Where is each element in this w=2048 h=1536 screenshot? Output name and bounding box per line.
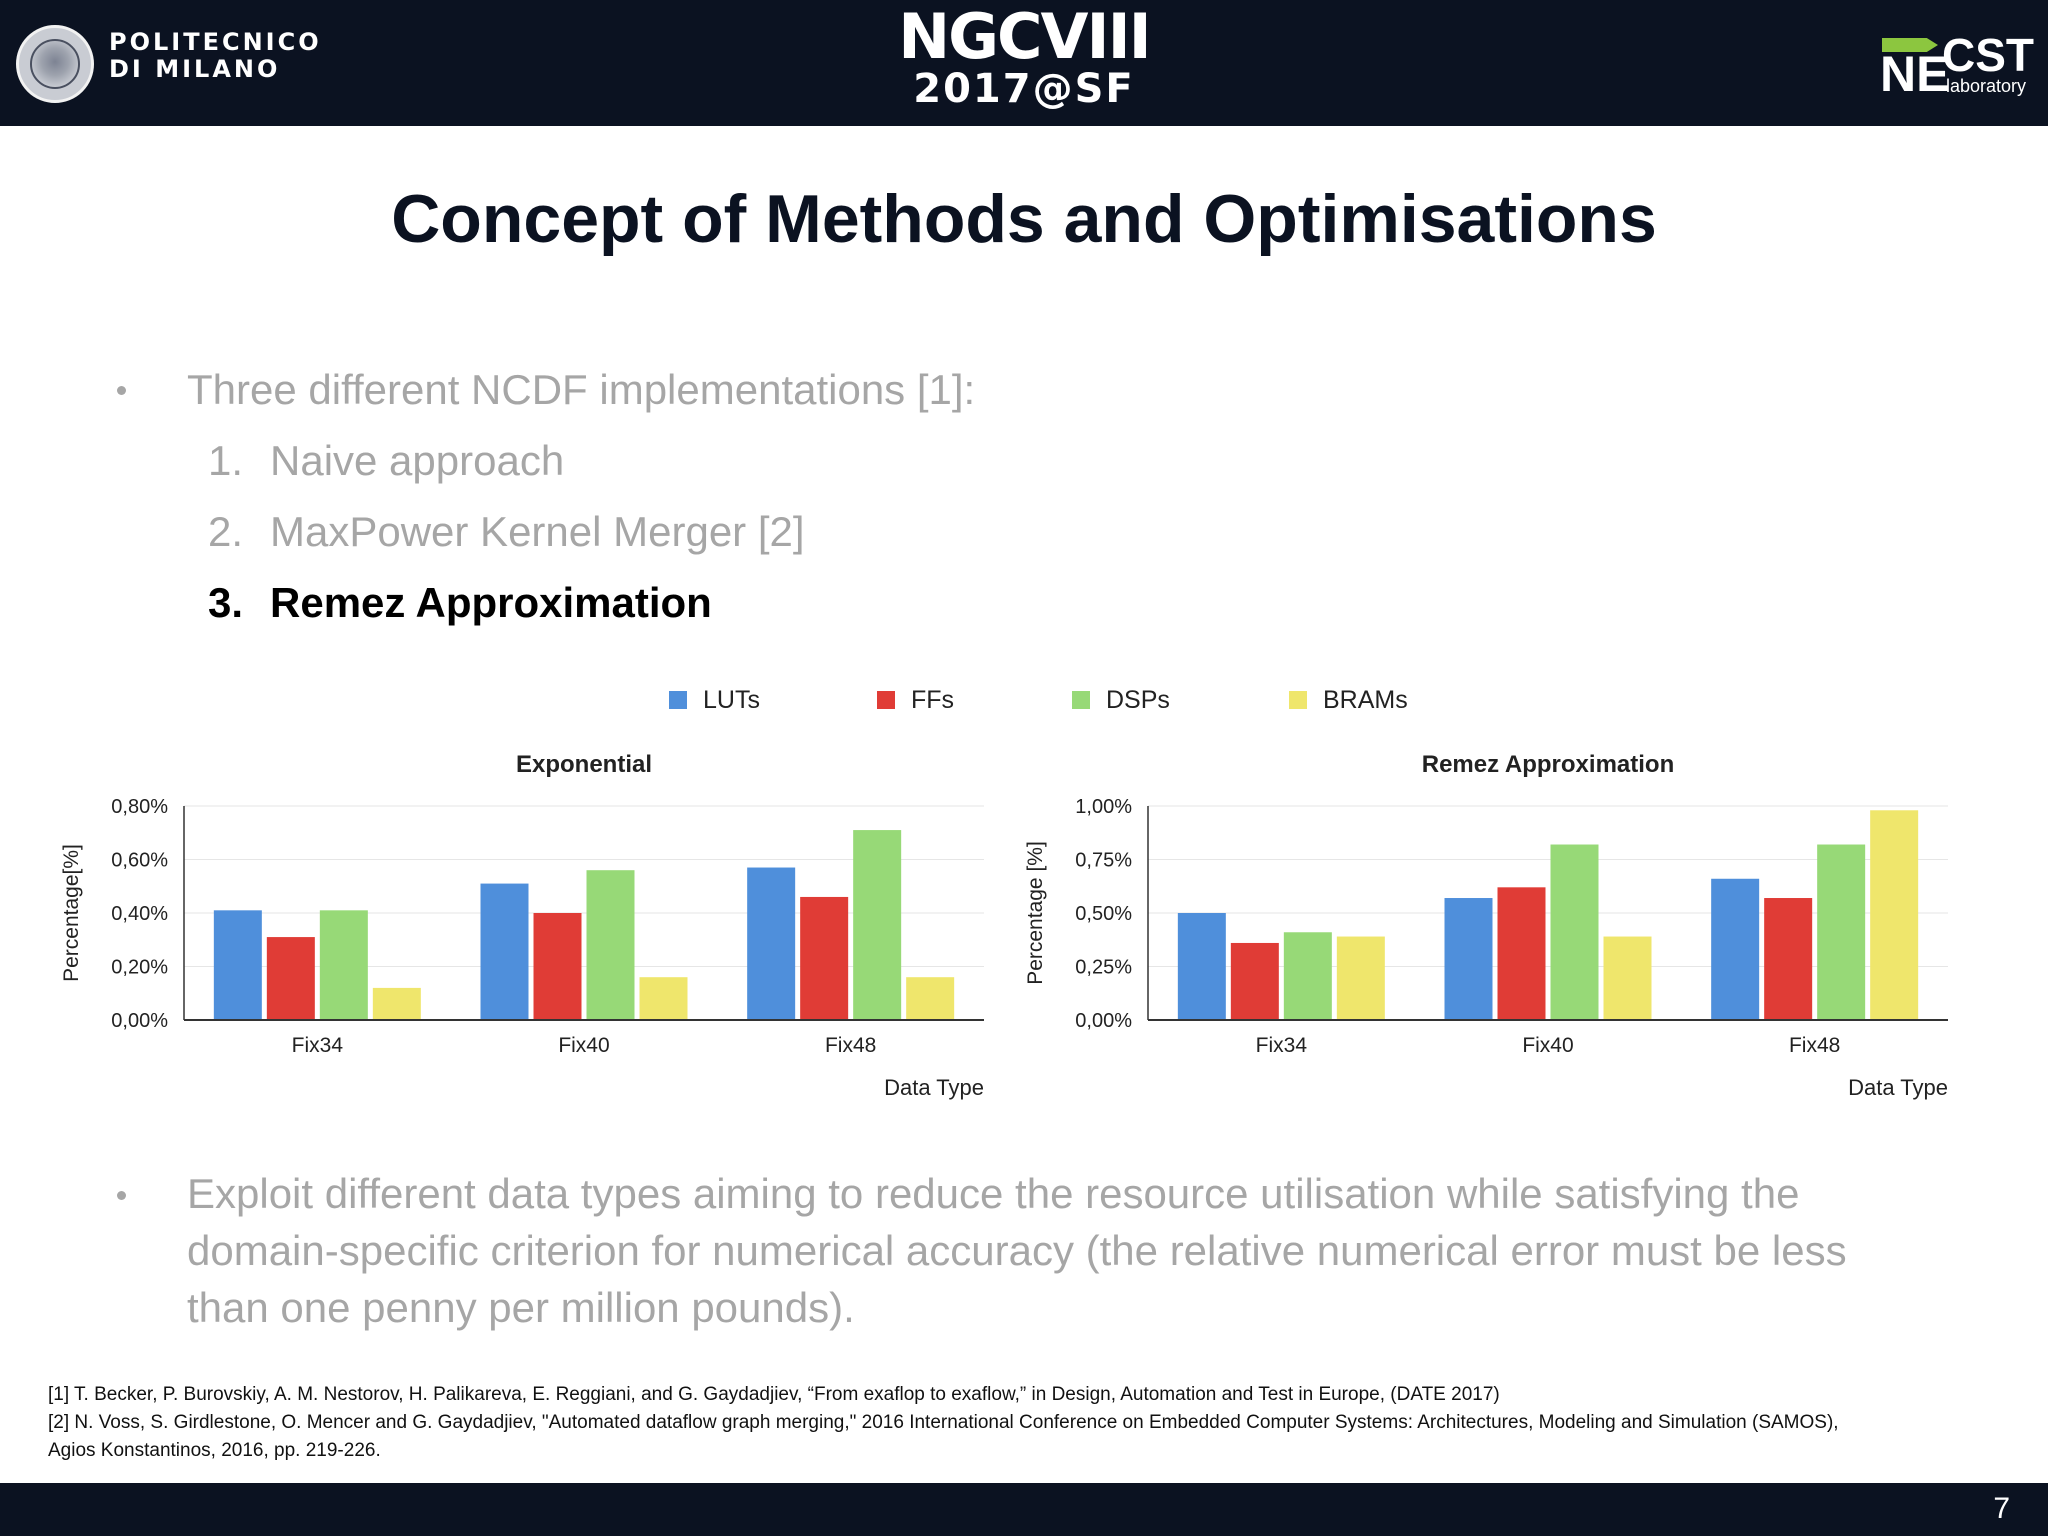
x-axis-label: Data Type	[884, 1075, 984, 1100]
y-tick-label: 0,00%	[111, 1010, 168, 1032]
bar-ffs-fix40	[1497, 887, 1546, 1020]
x-tick-label: Fix40	[1522, 1034, 1573, 1057]
x-tick-label: Fix34	[1256, 1034, 1308, 1057]
x-tick-label: Fix34	[292, 1034, 344, 1057]
bar-ffs-fix34	[1230, 942, 1279, 1020]
x-axis-label: Data Type	[1848, 1075, 1948, 1100]
y-axis-label: Percentage [%]	[1024, 841, 1047, 985]
bar-ffs-fix34	[266, 937, 315, 1020]
legend-swatch-dsps	[1072, 691, 1090, 709]
legend-swatch-ffs	[877, 691, 895, 709]
chart-title: Remez Approximation	[1422, 751, 1674, 778]
university-name-line1: POLITECNICO	[109, 28, 322, 56]
chart-title: Exponential	[516, 751, 652, 778]
y-tick-label: 0,80%	[111, 796, 168, 818]
list-item-number: 2.	[208, 508, 244, 555]
list-item-maxpower: MaxPower Kernel Merger [2]	[270, 508, 805, 555]
bar-luts-fix34	[213, 910, 262, 1020]
chart-remez-svg: Remez Approximation 0,00% 0,25% 0,50% 0,75% 1…	[1024, 751, 1948, 1100]
chart-legend: LUTs FFs DSPs BRAMs	[0, 680, 2048, 720]
reference-2: [2] N. Voss, S. Girdlestone, O. Mencer a…	[48, 1412, 1839, 1433]
university-seal-logo	[16, 25, 94, 103]
bar-dsps-fix48	[853, 830, 902, 1020]
slide-title: Concept of Methods and Optimisations	[391, 181, 1657, 257]
y-tick-label: 0,25%	[1075, 957, 1132, 979]
bullet-implementations: Three different NCDF implementations [1]…	[187, 366, 976, 413]
bar-brams-fix48	[1870, 810, 1919, 1020]
chart-remez: Remez Approximation 0,00% 0,25% 0,50% 0,75% 1…	[1004, 730, 1964, 1110]
lab-logo-ne: NE	[1880, 46, 1950, 102]
y-tick-label: 0,50%	[1075, 903, 1132, 925]
footer-bar: 7	[0, 1483, 2048, 1536]
conference-name: NGCVIII	[898, 0, 1151, 73]
bar-dsps-fix40	[1550, 844, 1599, 1020]
legend-swatch-luts	[669, 691, 687, 709]
chart-exponential: Exponential 0,00% 0,20% 0,40% 0,60% 0,80% Fix3…	[40, 730, 1000, 1110]
bar-brams-fix40	[639, 977, 688, 1020]
y-tick-label: 0,40%	[111, 903, 168, 925]
bar-brams-fix48	[906, 977, 955, 1020]
list-item-number: 3.	[208, 579, 244, 626]
chart-exponential-svg: Exponential 0,00% 0,20% 0,40% 0,60% 0,80% Fix3…	[60, 751, 984, 1100]
bar-luts-fix48	[747, 867, 796, 1020]
x-tick-label: Fix48	[1789, 1034, 1840, 1057]
legend-label-luts: LUTs	[703, 686, 760, 714]
y-tick-label: 0,60%	[111, 850, 168, 872]
bar-ffs-fix48	[800, 896, 849, 1020]
list-item-naive: Naive approach	[270, 437, 565, 484]
bar-brams-fix40	[1603, 936, 1652, 1020]
list-item-number: 1.	[208, 437, 244, 484]
y-tick-label: 0,20%	[111, 957, 168, 979]
x-tick-label: Fix40	[558, 1034, 609, 1057]
y-tick-label: 0,00%	[1075, 1010, 1132, 1032]
bar-luts-fix40	[480, 883, 529, 1020]
y-axis-label: Percentage[%]	[60, 844, 83, 982]
lab-logo-cst: CST	[1942, 29, 2034, 81]
bar-dsps-fix48	[1817, 844, 1866, 1020]
bar-ffs-fix40	[533, 913, 582, 1020]
page-number: 7	[1993, 1492, 2010, 1525]
header-bar: POLITECNICO DI MILANO NGCVIII 2017@SF NE…	[0, 0, 2048, 126]
lab-logo-subtitle: laboratory	[1946, 76, 2027, 96]
bullet-dot-icon	[117, 386, 126, 395]
bar-ffs-fix48	[1764, 898, 1813, 1020]
legend-label-dsps: DSPs	[1106, 686, 1170, 714]
lab-logo-green-arrow-icon	[1882, 38, 1938, 52]
reference-1: [1] T. Becker, P. Burovskiy, A. M. Nesto…	[48, 1384, 1500, 1405]
legend-swatch-brams	[1289, 691, 1307, 709]
bar-dsps-fix40	[586, 870, 635, 1020]
bar-luts-fix34	[1177, 913, 1226, 1020]
y-tick-label: 1,00%	[1075, 796, 1132, 818]
bullet-dot-icon	[117, 1191, 126, 1200]
bar-luts-fix40	[1444, 898, 1493, 1020]
list-item-remez: Remez Approximation	[270, 579, 712, 626]
bullet-data-types: Exploit different data types aiming to r…	[187, 1170, 1847, 1331]
bar-brams-fix34	[372, 987, 421, 1020]
bar-dsps-fix34	[319, 910, 368, 1020]
y-tick-label: 0,75%	[1075, 850, 1132, 872]
legend-label-ffs: FFs	[911, 686, 955, 714]
conference-year: 2017@SF	[913, 66, 1135, 112]
bar-luts-fix48	[1711, 878, 1760, 1020]
x-tick-label: Fix48	[825, 1034, 876, 1057]
university-name-line2: DI MILANO	[109, 55, 281, 83]
bar-dsps-fix34	[1283, 932, 1332, 1020]
legend-label-brams: BRAMs	[1323, 686, 1408, 714]
bar-brams-fix34	[1336, 936, 1385, 1020]
lab-logo: NE CST laboratory	[1880, 30, 2034, 102]
reference-2-continued: Agios Konstantinos, 2016, pp. 219-226.	[48, 1440, 381, 1461]
